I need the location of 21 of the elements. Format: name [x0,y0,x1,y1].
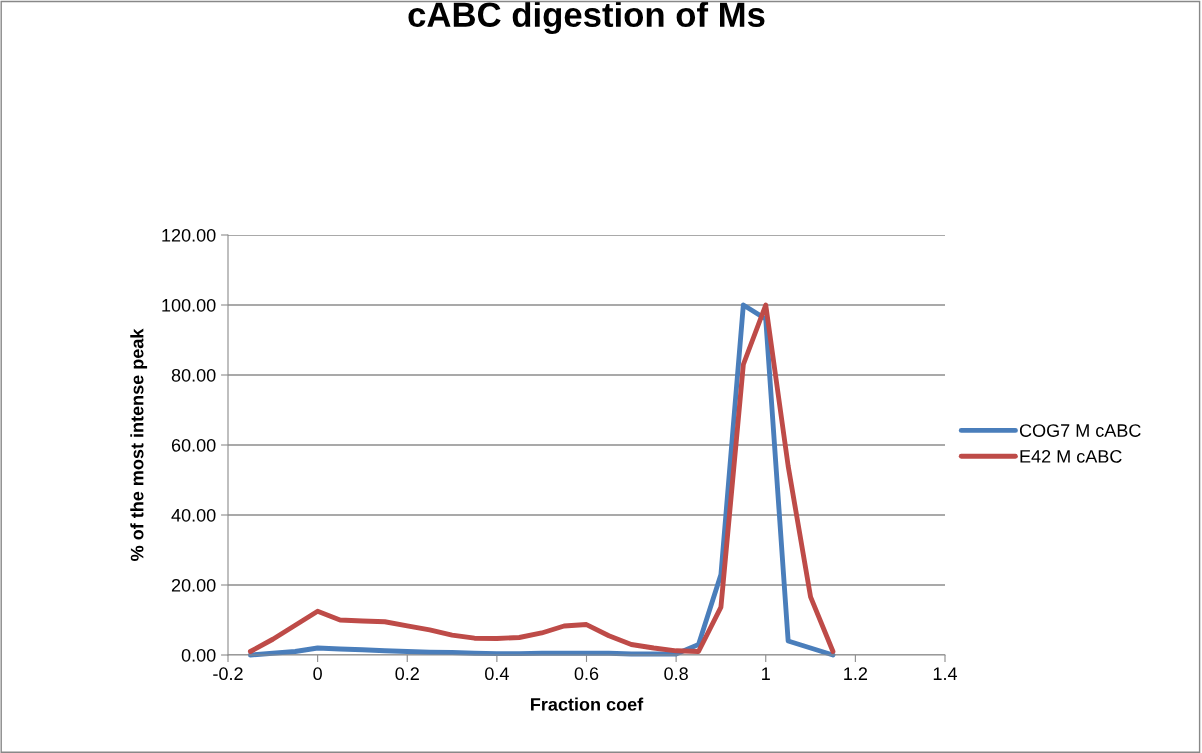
chart-title: cABC digestion of Ms [408,1,765,35]
x-tick-label: -0.2 [213,667,243,681]
y-tick-label: 100.00 [162,298,216,312]
y-tick-label: 0.00 [181,648,216,662]
legend-label: COG7 M cABC [1019,424,1141,437]
y-tick-label: 120.00 [162,228,216,242]
x-tick-label: 0.8 [664,667,688,681]
x-tick-label: 0.4 [485,667,509,681]
y-tick-label: 40.00 [171,508,216,522]
x-tick-label: 0 [313,667,322,681]
x-tick-label: 1.4 [933,667,958,680]
x-tick-label: 1.2 [844,667,868,680]
x-tick-label: 0.2 [395,667,419,681]
y-tick-label: 20.00 [171,578,216,592]
y-tick-label: 80.00 [171,368,216,382]
x-tick-label: 0.6 [574,667,599,681]
legend-label: E42 M cABC [1020,449,1122,463]
x-tick-label: 1 [762,667,770,680]
y-tick-label: 60.00 [171,438,216,452]
x-axis-title: Fraction coef [531,697,644,711]
y-axis-title: % of the most intense peak [130,328,148,561]
